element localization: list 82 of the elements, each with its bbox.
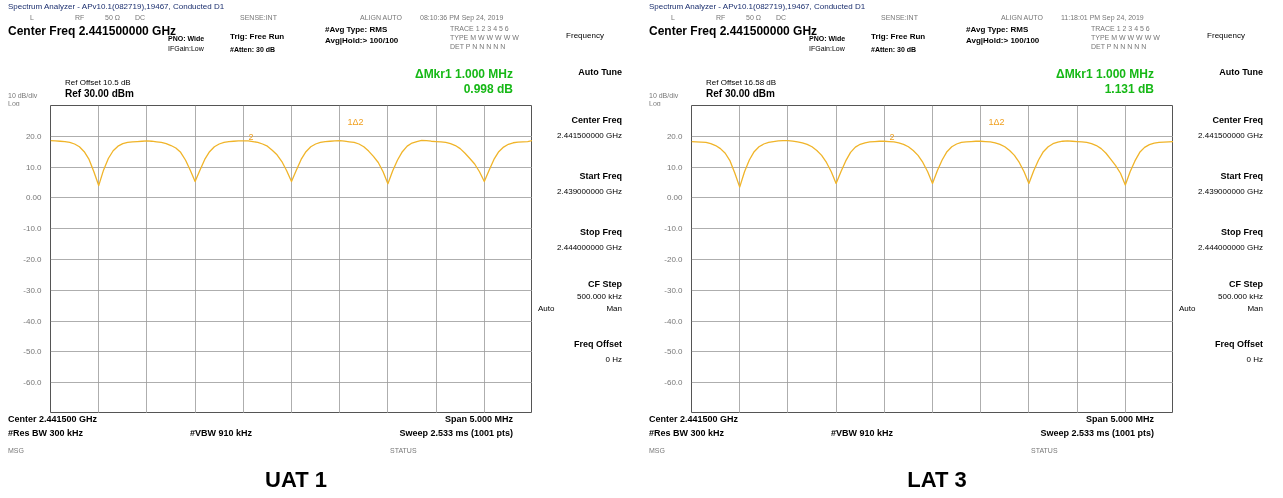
text: Start Freq	[1220, 171, 1263, 181]
annotation: 2	[248, 131, 254, 142]
line-series	[691, 139, 1173, 188]
text: CF Step	[1228, 279, 1263, 289]
text: ΔMkr1 1.000 MHz	[415, 67, 513, 81]
text: ΔMkr1 1.000 MHz	[1056, 67, 1154, 81]
y-tick-label: -30.0	[23, 285, 43, 295]
text: 0.998 dB	[463, 82, 513, 96]
y-tick-label: -40.0	[23, 316, 43, 326]
text: Spectrum Analyzer - APv10.1(082719),19467, Conducted D1	[8, 2, 225, 11]
text: #Avg Type: RMS	[325, 25, 388, 34]
y-tick-label: -50.0	[664, 347, 684, 357]
y-tick-label: -60.0	[664, 378, 684, 388]
text: Ref 30.00 dBm	[65, 88, 134, 99]
y-tick-label: -20.0	[23, 255, 43, 264]
text: Ref Offset 10.5 dB	[65, 78, 131, 87]
y-tick-label: 20.0	[25, 131, 43, 141]
text: Center Freq 2.441500000 GHz	[649, 24, 818, 38]
text: Freq Offset	[573, 339, 622, 349]
text: Stop Freq	[1221, 227, 1263, 237]
text: Man	[1247, 304, 1263, 313]
y-tick-label: 10.0	[25, 162, 43, 172]
text: Freq Offset	[1214, 339, 1263, 349]
text: 500.000 kHz	[577, 292, 622, 301]
text: #Res BW 300 kHz	[8, 428, 84, 438]
text: 2.444000000 GHz	[1198, 243, 1263, 252]
text: Man	[606, 304, 622, 313]
text: 2.441500000 GHz	[1198, 131, 1263, 140]
text: 500.000 kHz	[1218, 292, 1263, 301]
text: #VBW 910 kHz	[831, 428, 894, 438]
annotation: 1Δ2	[347, 116, 364, 127]
text: Avg|Hold:> 100/100	[966, 36, 1040, 45]
text: Sweep 2.533 ms (1001 pts)	[1040, 428, 1154, 438]
text: Span 5.000 MHz	[1085, 414, 1154, 424]
text: 0 Hz	[1246, 355, 1263, 364]
text: Auto Tune	[1219, 67, 1263, 77]
text: Spectrum Analyzer - APv10.1(082719),19467, Conducted D1	[649, 2, 866, 11]
y-tick-label: 20.0	[666, 131, 684, 141]
text: Avg|Hold:> 100/100	[325, 36, 399, 45]
annotation: 2	[889, 131, 895, 142]
text: Stop Freq	[580, 227, 622, 237]
text: Sweep 2.533 ms (1001 pts)	[399, 428, 513, 438]
text: Frequency	[566, 31, 604, 40]
text: Trig: Free Run	[871, 32, 926, 41]
y-tick-label: -50.0	[23, 347, 43, 357]
text: Center Freq	[1212, 115, 1263, 125]
text: Auto	[1179, 304, 1196, 313]
text: Auto	[538, 304, 555, 313]
y-tick-label: 0.00	[25, 193, 43, 203]
text: Span 5.000 MHz	[444, 414, 513, 424]
y-tick-label: 0.00	[666, 193, 684, 203]
text: Frequency	[1207, 31, 1245, 40]
text: #Res BW 300 kHz	[649, 428, 725, 438]
text: #Avg Type: RMS	[966, 25, 1029, 34]
y-tick-label: 10.0	[666, 162, 684, 172]
text: 2.439000000 GHz	[1198, 187, 1263, 196]
text: Center Freq	[571, 115, 622, 125]
text: 2.441500000 GHz	[557, 131, 622, 140]
text: 2.444000000 GHz	[557, 243, 622, 252]
text: CF Step	[587, 279, 622, 289]
text: #VBW 910 kHz	[190, 428, 253, 438]
y-tick-label: -20.0	[664, 255, 684, 264]
y-tick-label: -40.0	[664, 316, 684, 326]
text: Start Freq	[579, 171, 622, 181]
text: 0 Hz	[605, 355, 622, 364]
text: UAT 1	[265, 467, 327, 492]
y-tick-label: -10.0	[664, 224, 684, 234]
text: 1.131 dB	[1104, 82, 1154, 96]
text: 2.439000000 GHz	[557, 187, 622, 196]
annotation: 1Δ2	[988, 116, 1005, 127]
text: Trig: Free Run	[230, 32, 285, 41]
text: Ref Offset 16.58 dB	[706, 78, 777, 87]
text: Ref 30.00 dBm	[706, 88, 775, 99]
text: Auto Tune	[578, 67, 622, 77]
text: Center 2.441500 GHz	[649, 414, 739, 424]
text: LAT 3	[907, 467, 967, 492]
line-series	[50, 139, 532, 187]
y-tick-label: -60.0	[23, 378, 43, 388]
text: Center 2.441500 GHz	[8, 414, 98, 424]
y-tick-label: -10.0	[23, 224, 43, 234]
text: Center Freq 2.441500000 GHz	[8, 24, 177, 38]
y-tick-label: -30.0	[664, 285, 684, 295]
